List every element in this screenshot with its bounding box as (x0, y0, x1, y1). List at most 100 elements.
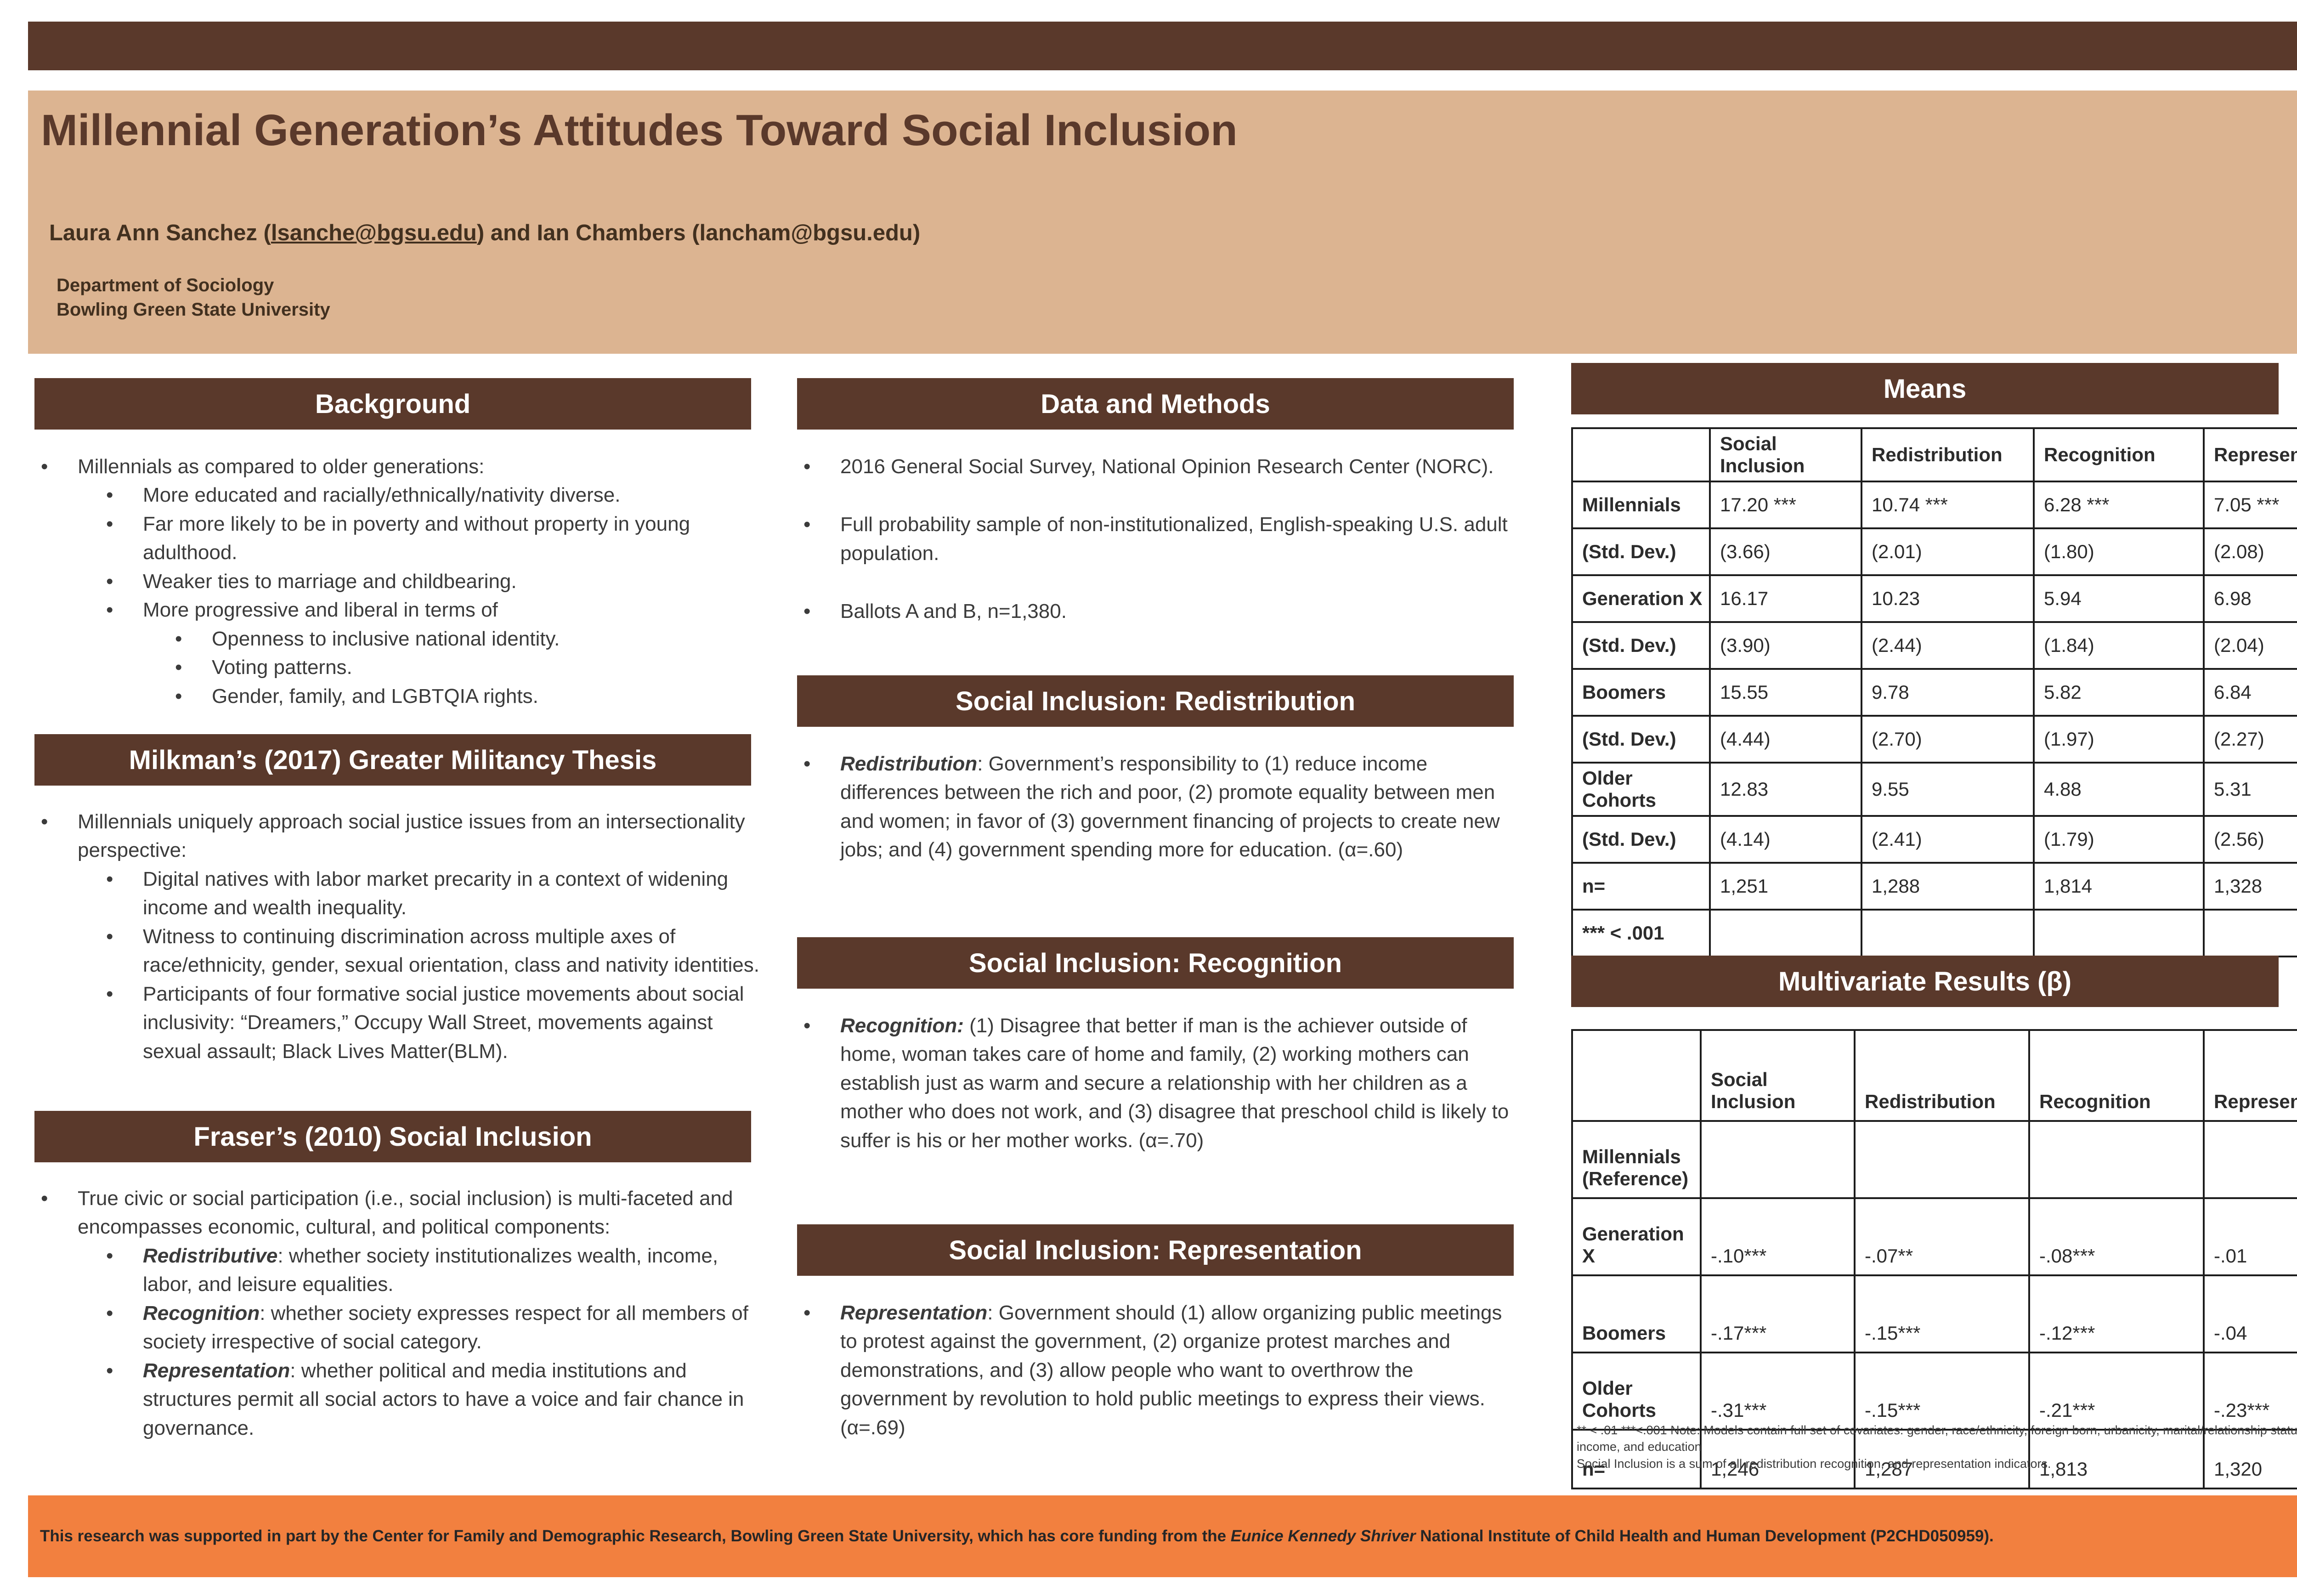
multivariate-section-header: Multivariate Results (β) (1571, 956, 2279, 1007)
funding-acknowledgment: This research was supported in part by t… (28, 1527, 2006, 1545)
text-segment: Gender, family, and LGBTQIA rights. (212, 685, 538, 707)
cell-value (2203, 909, 2297, 957)
table-row: Boomers -.17*** -.15*** -.12*** -.04 (1571, 1274, 2297, 1353)
bullet-text: Weaker ties to marriage and childbearing… (143, 567, 517, 596)
cell-value: 6.84 (2203, 668, 2297, 717)
bullet-text: Witness to continuing discrimination acr… (143, 923, 769, 980)
table-row: (Std. Dev.) (4.14) (2.41) (1.79) (2.56) (1571, 815, 2297, 864)
bullet-icon: • (106, 1359, 113, 1382)
text-segment: : whether society institutionalizes weal… (143, 1244, 719, 1296)
cell-value: 6.28 *** (2033, 481, 2205, 529)
data-table: Social Inclusion Redistribution Recognitio… (1571, 427, 2297, 957)
funding-footer-bar: This research was supported in part by t… (28, 1495, 2297, 1577)
bullet-item: • Ballots A and B, n=1,380. (797, 597, 1518, 626)
text-segment: Eunice Kennedy Shriver (1230, 1527, 1416, 1545)
header-band: Millennial Generation’s Attitudes Toward… (28, 91, 2297, 354)
bullet-icon: • (803, 753, 811, 775)
means-table: Social Inclusion Redistribution Recognitio… (1571, 427, 2297, 957)
note-line: Social Inclusion is a sum of all redistr… (1577, 1456, 2051, 1471)
cell-value: (4.14) (1709, 815, 1862, 864)
header-row: Social Inclusion Redistribution Recognitio… (1571, 427, 2297, 482)
bullet-icon: • (41, 1187, 48, 1210)
bullet-icon: • (106, 484, 113, 507)
representation-list: • Representation: Government should (1) a… (797, 1299, 1518, 1442)
column-header: Redistribution (1854, 1029, 2030, 1122)
cell-value: -.15*** (1854, 1352, 2030, 1431)
bullet-item: • Full probability sample of non-institut… (797, 510, 1518, 568)
data-methods-section-header: Data and Methods (797, 378, 1514, 430)
affiliation: Department of Sociology Bowling Green St… (57, 273, 1159, 322)
university: Bowling Green State University (57, 299, 330, 320)
cell-value: (1.97) (2033, 715, 2205, 764)
bullet-item: • Recognition: (1) Disagree that better i… (797, 1012, 1518, 1155)
cell-value: (1.84) (2033, 621, 2205, 670)
table-row: (Std. Dev.) (4.44) (2.70) (1.97) (2.27) (1571, 715, 2297, 764)
row-label: Generation X (1571, 1197, 1702, 1276)
milkman-section-header: Milkman’s (2017) Greater Militancy Thesi… (34, 734, 751, 786)
cell-value: 1,251 (1709, 862, 1862, 911)
means-section-header: Means (1571, 363, 2279, 414)
text-segment: Participants of four formative social ju… (143, 982, 744, 1063)
text-segment: : whether society expresses respect for … (143, 1302, 748, 1353)
column-header: Recognition (2028, 1029, 2205, 1122)
table-row: Boomers 15.55 9.78 5.82 6.84 (1571, 668, 2297, 717)
table-row: Generation X -.10*** -.07** -.08*** -.01 (1571, 1197, 2297, 1276)
text-segment: Openness to inclusive national identity. (212, 627, 560, 650)
row-label: Older Cohorts (1571, 1352, 1702, 1431)
bullet-icon: • (803, 513, 811, 536)
top-brown-bar (28, 22, 2297, 70)
cell-value: 5.31 (2203, 762, 2297, 817)
redistribution-section-header: Social Inclusion: Redistribution (797, 675, 1514, 727)
text-segment: National Institute of Child Health and H… (1415, 1527, 1994, 1545)
bullet-item: • Recognition: whether society expresses … (100, 1299, 769, 1357)
cell-value: -.04 (2203, 1274, 2297, 1353)
cell-value: 5.82 (2033, 668, 2205, 717)
bullet-item: • More educated and racially/ethnically/n… (100, 481, 766, 509)
text-segment: More educated and racially/ethnically/na… (143, 484, 621, 507)
cell-value: 7.05 *** (2203, 481, 2297, 529)
cell-value: 1,246 (1700, 1429, 1856, 1489)
row-label: (Std. Dev.) (1571, 715, 1711, 764)
bullet-text: True civic or social participation (i.e.… (78, 1184, 769, 1242)
bullet-item: • Participants of four formative social j… (100, 980, 769, 1066)
column-header (1571, 427, 1711, 482)
cell-value: (2.04) (2203, 621, 2297, 670)
text-segment: Redistributive (143, 1244, 278, 1267)
bullet-text: Participants of four formative social ju… (143, 980, 769, 1066)
table-row: (Std. Dev.) (3.90) (2.44) (1.84) (2.04) (1571, 621, 2297, 670)
row-label: Generation X (1571, 574, 1711, 623)
cell-value: 16.17 (1709, 574, 1862, 623)
cell-value: 1,287 (1854, 1429, 2030, 1489)
cell-value: 15.55 (1709, 668, 1862, 717)
bullet-item: • True civic or social participation (i.e… (34, 1184, 769, 1242)
table-row: n= 1,246 1,287 1,813 1,320 (1571, 1429, 2297, 1489)
table-row: Older Cohorts -.31*** -.15*** -.21*** -.23**… (1571, 1352, 2297, 1431)
cell-value (1700, 1120, 1856, 1199)
text-segment: This research was supported in part by t… (40, 1527, 1231, 1545)
row-label: Boomers (1571, 668, 1711, 717)
table-row: Millennials (Reference) (1571, 1120, 2297, 1199)
poster-title: Millennial Generation’s Attitudes Toward… (41, 106, 1238, 155)
bullet-text: More progressive and liberal in terms of (143, 596, 498, 624)
bullet-text: Openness to inclusive national identity. (212, 625, 560, 653)
bullet-item: • Openness to inclusive national identity… (169, 625, 766, 653)
cell-value: 1,813 (2028, 1429, 2205, 1489)
cell-value: (4.44) (1709, 715, 1862, 764)
fraser-list: • True civic or social participation (i.e… (34, 1184, 769, 1443)
text-segment: True civic or social participation (i.e.… (78, 1187, 733, 1239)
bullet-item: • Weaker ties to marriage and childbearin… (100, 567, 766, 596)
cell-value (1709, 909, 1862, 957)
bullet-item: • Gender, family, and LGBTQIA rights. (169, 682, 766, 711)
cell-value (2028, 1120, 2205, 1199)
bullet-icon: • (106, 1244, 113, 1267)
data-methods-list: • 2016 General Social Survey, National Op… (797, 453, 1518, 626)
bullet-text: Recognition: whether society expresses r… (143, 1299, 769, 1357)
bullet-icon: • (106, 982, 113, 1005)
table-row: *** < .001 (1571, 909, 2297, 957)
email-link[interactable]: lsanche@bgsu.edu (271, 221, 477, 245)
bullet-item: • Millennials uniquely approach social ju… (34, 808, 769, 865)
column-header: Representation (2203, 427, 2297, 482)
bullet-text: Redistribution: Government’s responsibil… (840, 750, 1518, 865)
text-segment: Voting patterns. (212, 656, 352, 679)
